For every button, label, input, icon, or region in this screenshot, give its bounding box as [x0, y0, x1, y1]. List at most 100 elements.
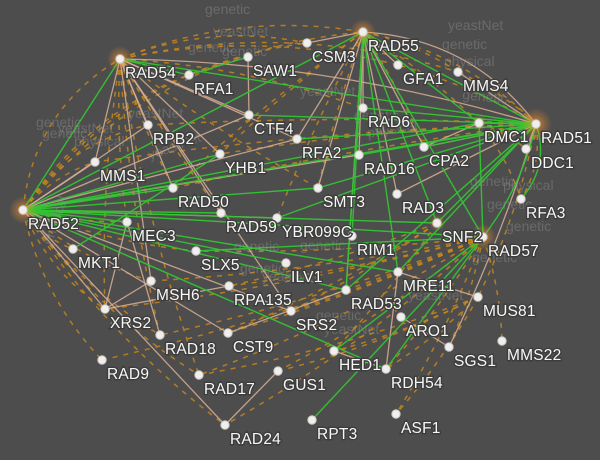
edge-RAD57-GUS1	[277, 236, 484, 372]
watermark-text: yeastNet	[300, 83, 355, 99]
edge-RAD51-MMS1	[94, 123, 537, 163]
node-gus1[interactable]	[273, 366, 283, 376]
node-label-ybr099c: YBR099C	[282, 224, 352, 241]
node-rad52[interactable]	[18, 205, 28, 215]
node-mms1[interactable]	[90, 157, 100, 167]
node-rad50[interactable]	[168, 183, 178, 193]
edge-MUS81-RAD17	[198, 296, 479, 376]
edge-RAD54-MEC3	[117, 58, 128, 223]
node-slx5[interactable]	[191, 246, 201, 256]
edge-RAD54-MMS4	[119, 41, 459, 73]
node-csm3[interactable]	[302, 38, 312, 48]
edge-RAD51-RFA3	[520, 123, 539, 200]
node-label-cpa2: CPA2	[429, 153, 469, 170]
node-cpa2[interactable]	[419, 142, 429, 152]
watermark-text: yeastNet	[213, 23, 268, 39]
node-mec3[interactable]	[122, 217, 132, 227]
node-label-msh6: MSH6	[156, 287, 200, 304]
node-rad16[interactable]	[354, 150, 364, 160]
edge-RAD57-ASF1	[395, 236, 484, 415]
node-label-cst9: CST9	[233, 339, 273, 356]
node-msh6[interactable]	[146, 276, 156, 286]
node-ybr099c[interactable]	[272, 213, 282, 223]
node-rad3[interactable]	[392, 189, 402, 199]
watermark-text: genetic	[442, 36, 487, 52]
node-gfa1[interactable]	[393, 60, 403, 70]
node-mus81[interactable]	[473, 292, 483, 302]
node-rad54[interactable]	[115, 54, 125, 64]
node-label-snf2: SNF2	[442, 229, 482, 246]
node-rad51[interactable]	[531, 119, 541, 129]
edge-RAD54-XRS2	[103, 58, 121, 310]
labels-layer: RAD54 SAW1 RFA1 CSM3 RAD55 GFA1 MMS4 RAD6 DMC1 RA…	[27, 37, 594, 450]
edge-RAD57-RAD9	[101, 236, 484, 361]
node-smt3[interactable]	[313, 183, 323, 193]
node-rad17[interactable]	[194, 370, 204, 380]
watermark-text: genetic	[506, 218, 551, 234]
node-rfa3[interactable]	[516, 194, 526, 204]
edge-MUS81-ASF1	[395, 296, 479, 415]
node-saw1[interactable]	[243, 52, 253, 62]
node-ddc1[interactable]	[521, 144, 531, 154]
node-label-rad50: RAD50	[178, 194, 229, 211]
node-sgs1[interactable]	[444, 342, 454, 352]
node-rad18[interactable]	[155, 330, 165, 340]
node-rad6[interactable]	[358, 103, 368, 113]
node-cst9[interactable]	[223, 328, 233, 338]
edge-RAD51-CTF4	[248, 114, 537, 125]
node-dmc1[interactable]	[474, 118, 484, 128]
node-label-rad6: RAD6	[368, 114, 410, 131]
node-label-ilv1: ILV1	[291, 269, 323, 286]
edge-RAD52-RAD54	[22, 58, 121, 211]
watermark-text: physical	[74, 133, 125, 149]
node-aro1[interactable]	[396, 312, 406, 322]
node-mms4[interactable]	[453, 67, 463, 77]
node-yhb1[interactable]	[215, 149, 225, 159]
edge-RAD52-DMC1	[22, 122, 480, 211]
node-mre11[interactable]	[393, 267, 403, 277]
node-mkt1[interactable]	[68, 244, 78, 254]
node-rpt3[interactable]	[307, 415, 317, 425]
node-rad24[interactable]	[220, 420, 230, 430]
node-mms22[interactable]	[497, 336, 507, 346]
edge-DMC1-RFA3	[478, 122, 522, 200]
edge-RAD57-RAD17	[198, 236, 484, 376]
node-ilv1[interactable]	[281, 258, 291, 268]
node-label-mms1: MMS1	[100, 168, 146, 185]
node-rim1[interactable]	[347, 231, 357, 241]
node-rfa2[interactable]	[292, 134, 302, 144]
edge-RAD52-RAD59	[22, 209, 222, 214]
node-asf1[interactable]	[391, 409, 401, 419]
edge-RAD52-SNF2	[22, 209, 438, 224]
node-rpa135[interactable]	[224, 281, 234, 291]
node-xrs2[interactable]	[100, 304, 110, 314]
edge-RAD51-SNF2	[436, 123, 537, 224]
edge-SNF2-HED1	[333, 222, 438, 352]
green-edges-layer	[22, 31, 542, 421]
node-rad53[interactable]	[341, 285, 351, 295]
edge-RAD51-MRE11	[397, 123, 537, 273]
node-rad59[interactable]	[216, 208, 226, 218]
edge-HED1-RDH54	[333, 350, 387, 370]
node-srs2[interactable]	[286, 306, 296, 316]
node-label-mkt1: MKT1	[78, 255, 120, 272]
node-rad57[interactable]	[478, 232, 488, 242]
edge-RAD55-YHB1	[219, 31, 364, 155]
node-ctf4[interactable]	[244, 110, 254, 120]
node-rfa1[interactable]	[184, 70, 194, 80]
node-rad55[interactable]	[358, 27, 368, 37]
node-label-rfa2: RFA2	[302, 145, 342, 162]
edge-RAD52-RAD55	[22, 31, 364, 211]
node-label-rfa3: RFA3	[526, 205, 566, 222]
node-snf2[interactable]	[432, 218, 442, 228]
watermark-text: genetic	[188, 39, 233, 55]
watermark-text: yeastNet	[58, 120, 113, 136]
node-label-ddc1: DDC1	[531, 155, 574, 172]
edge-RAD51-RAD53	[345, 123, 537, 291]
node-rdh54[interactable]	[381, 364, 391, 374]
node-rpb2[interactable]	[143, 120, 153, 130]
node-hed1[interactable]	[329, 346, 339, 356]
node-label-rad51: RAD51	[541, 130, 592, 147]
node-rad9[interactable]	[97, 355, 107, 365]
